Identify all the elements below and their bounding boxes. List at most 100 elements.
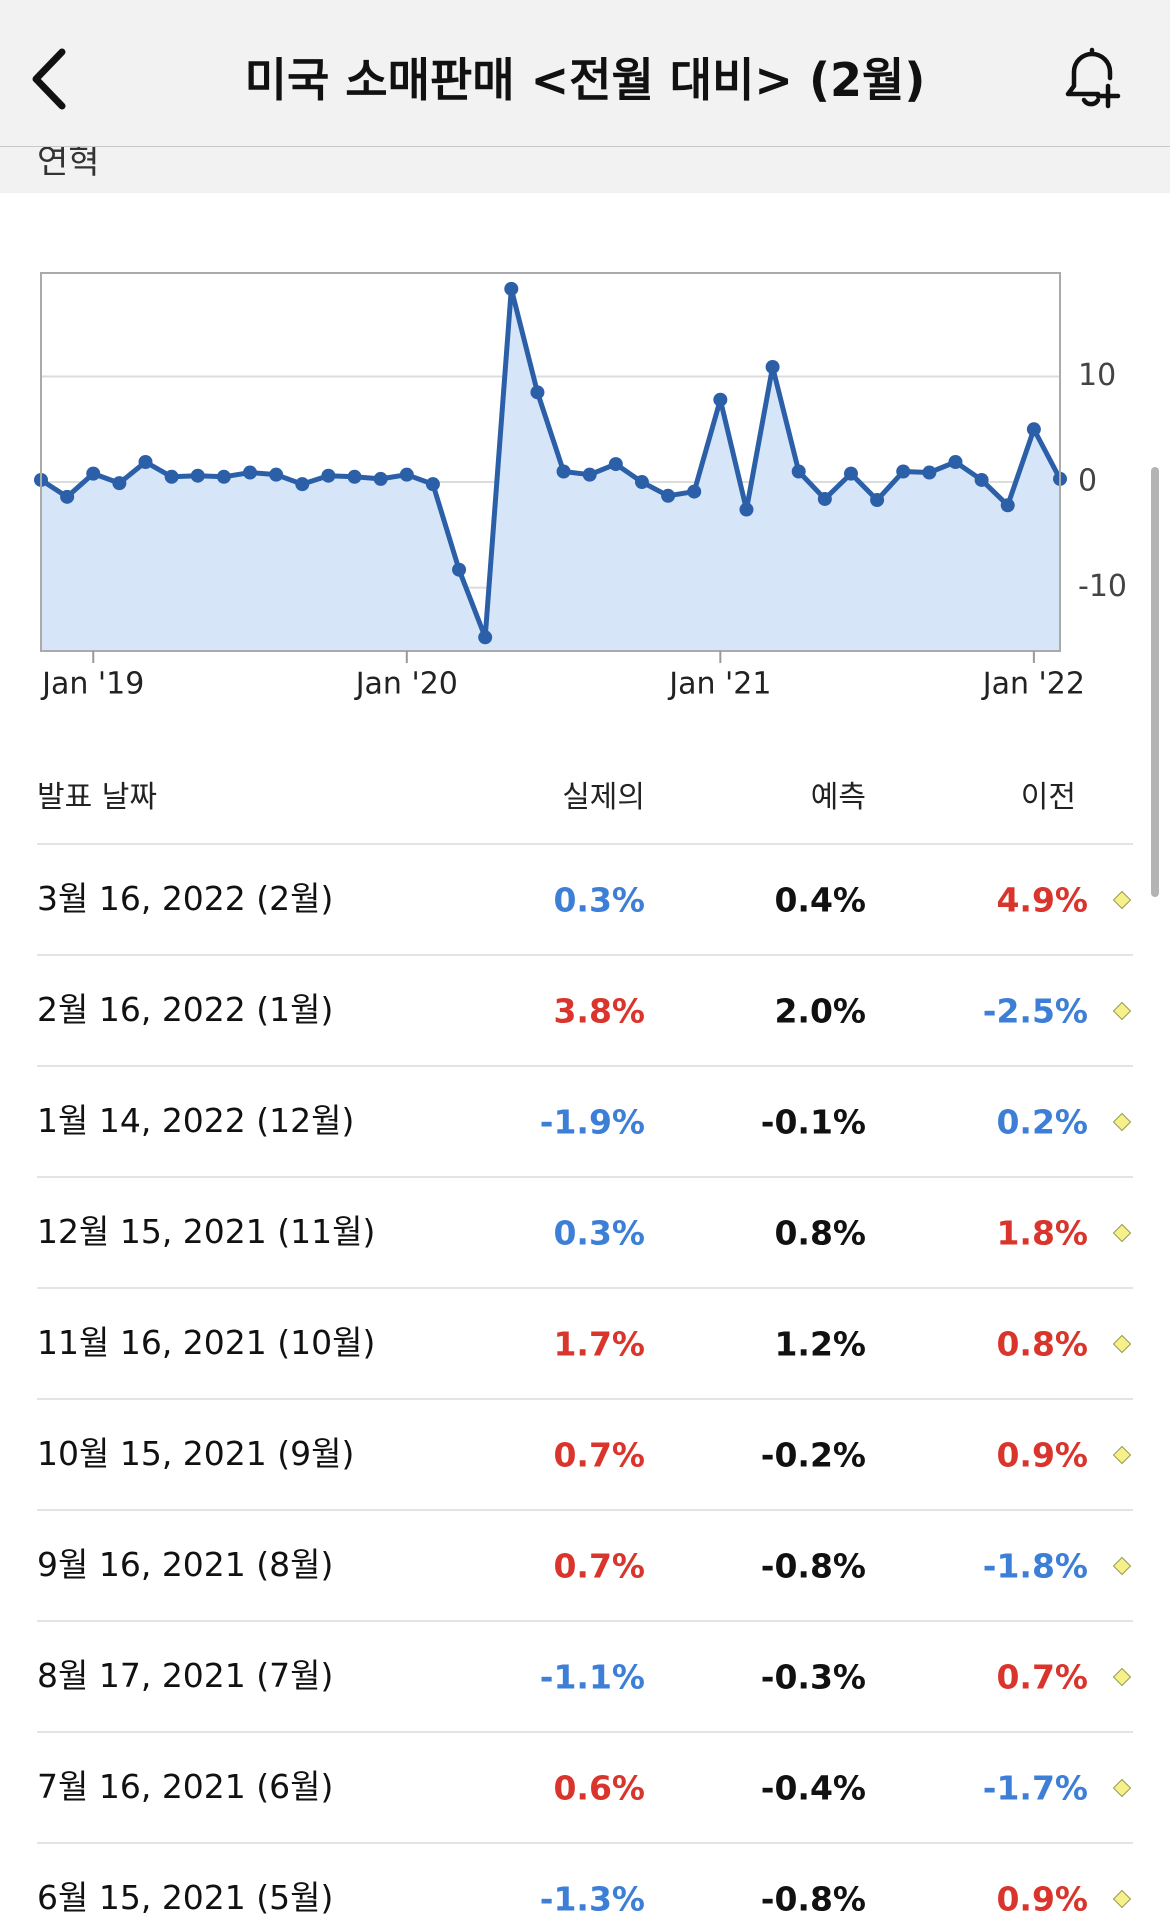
point [896, 464, 911, 479]
point [582, 467, 597, 482]
release-date: 2월 16, 2022 (1월) [37, 990, 334, 1029]
row-separator [37, 1509, 1133, 1511]
point [974, 472, 989, 487]
row-separator [37, 1176, 1133, 1178]
previous-value: 0.8% [996, 1324, 1088, 1364]
y-tick-label: 0 [1078, 464, 1097, 499]
actual-value: -1.3% [539, 1879, 645, 1919]
point [556, 464, 571, 479]
previous-value: 0.7% [996, 1657, 1088, 1697]
x-tick-label: Jan '19 [40, 667, 144, 702]
y-tick-label: 10 [1078, 358, 1116, 393]
previous-value: 0.9% [996, 1879, 1088, 1919]
row-separator [37, 1842, 1133, 1844]
x-tick-label: Jan '21 [667, 667, 771, 702]
importance-icon [1112, 1778, 1132, 1798]
point [373, 471, 388, 486]
point [739, 502, 754, 517]
actual-value: 0.7% [553, 1435, 645, 1475]
point [164, 469, 179, 484]
point [60, 489, 75, 504]
point [817, 491, 832, 506]
forecast-value: 0.4% [774, 880, 866, 920]
release-date: 12월 15, 2021 (11월) [37, 1212, 376, 1251]
point [190, 468, 205, 483]
point [791, 464, 806, 479]
importance-icon [1112, 890, 1132, 910]
forecast-value: -0.2% [760, 1435, 866, 1475]
row-separator [37, 1065, 1133, 1067]
point [243, 465, 258, 480]
forecast-value: 0.8% [774, 1213, 866, 1253]
point [425, 477, 440, 492]
actual-value: -1.1% [539, 1657, 645, 1697]
actual-value: 0.6% [553, 1768, 645, 1808]
release-date: 1월 14, 2022 (12월) [37, 1101, 355, 1140]
forecast-value: -0.3% [760, 1657, 866, 1697]
actual-value: 0.3% [553, 1213, 645, 1253]
column-header: 예측 [810, 780, 866, 815]
actual-value: 3.8% [553, 991, 645, 1031]
importance-icon [1112, 1445, 1132, 1465]
x-tick-label: Jan '22 [981, 667, 1085, 702]
point [478, 630, 493, 645]
previous-value: 4.9% [996, 880, 1088, 920]
importance-icon [1112, 1112, 1132, 1132]
forecast-value: 1.2% [774, 1324, 866, 1364]
release-date: 10월 15, 2021 (9월) [37, 1434, 355, 1473]
header-bar: 미국 소매판매 <전월 대비> (2월) [0, 0, 1170, 147]
chart: -10 0 10 Jan '19 Jan '20 Jan '21 Jan '22 [34, 272, 1127, 702]
importance-icon [1112, 1556, 1132, 1576]
point [1026, 422, 1041, 437]
release-date: 8월 17, 2021 (7월) [37, 1656, 334, 1695]
previous-value: 1.8% [996, 1213, 1088, 1253]
previous-value: -2.5% [982, 991, 1088, 1031]
forecast-value: -0.8% [760, 1879, 866, 1919]
y-tick-label: -10 [1078, 569, 1127, 604]
plot-border [40, 272, 1061, 652]
release-date: 9월 16, 2021 (8월) [37, 1545, 334, 1584]
point [687, 484, 702, 499]
point [713, 392, 728, 407]
area [41, 288, 1060, 651]
forecast-value: -0.4% [760, 1768, 866, 1808]
actual-value: -1.9% [539, 1102, 645, 1142]
point [321, 468, 336, 483]
previous-value: -1.8% [982, 1546, 1088, 1586]
point [922, 465, 937, 480]
release-date: 6월 15, 2021 (5월) [37, 1878, 334, 1917]
point [112, 476, 127, 491]
scrollbar [1151, 467, 1159, 897]
point [661, 488, 676, 503]
forecast-value: 2.0% [774, 991, 866, 1031]
row-separator [37, 1287, 1133, 1289]
point [86, 466, 101, 481]
previous-value: 0.2% [996, 1102, 1088, 1142]
actual-value: 0.3% [553, 880, 645, 920]
column-header: 이전 [1020, 780, 1076, 815]
alert-button[interactable] [1058, 44, 1128, 114]
release-date: 7월 16, 2021 (6월) [37, 1767, 334, 1806]
importance-icon [1112, 1001, 1132, 1021]
point [1000, 498, 1015, 513]
back-button[interactable] [22, 44, 82, 114]
previous-value: 0.9% [996, 1435, 1088, 1475]
point [138, 455, 153, 469]
row-separator [37, 954, 1133, 956]
section-title: 연혁 [37, 142, 100, 182]
row-separator [37, 1731, 1133, 1733]
importance-icon [1112, 1889, 1132, 1909]
row-separator [37, 1398, 1133, 1400]
point [295, 477, 310, 492]
point [948, 455, 963, 469]
point [634, 475, 649, 490]
actual-value: 0.7% [553, 1546, 645, 1586]
point [216, 469, 231, 484]
point [269, 467, 284, 482]
release-date: 3월 16, 2022 (2월) [37, 879, 334, 918]
actual-value: 1.7% [553, 1324, 645, 1364]
column-header: 발표 날짜 [37, 780, 157, 815]
importance-icon [1112, 1334, 1132, 1354]
point [399, 467, 414, 482]
release-date: 11월 16, 2021 (10월) [37, 1323, 376, 1362]
